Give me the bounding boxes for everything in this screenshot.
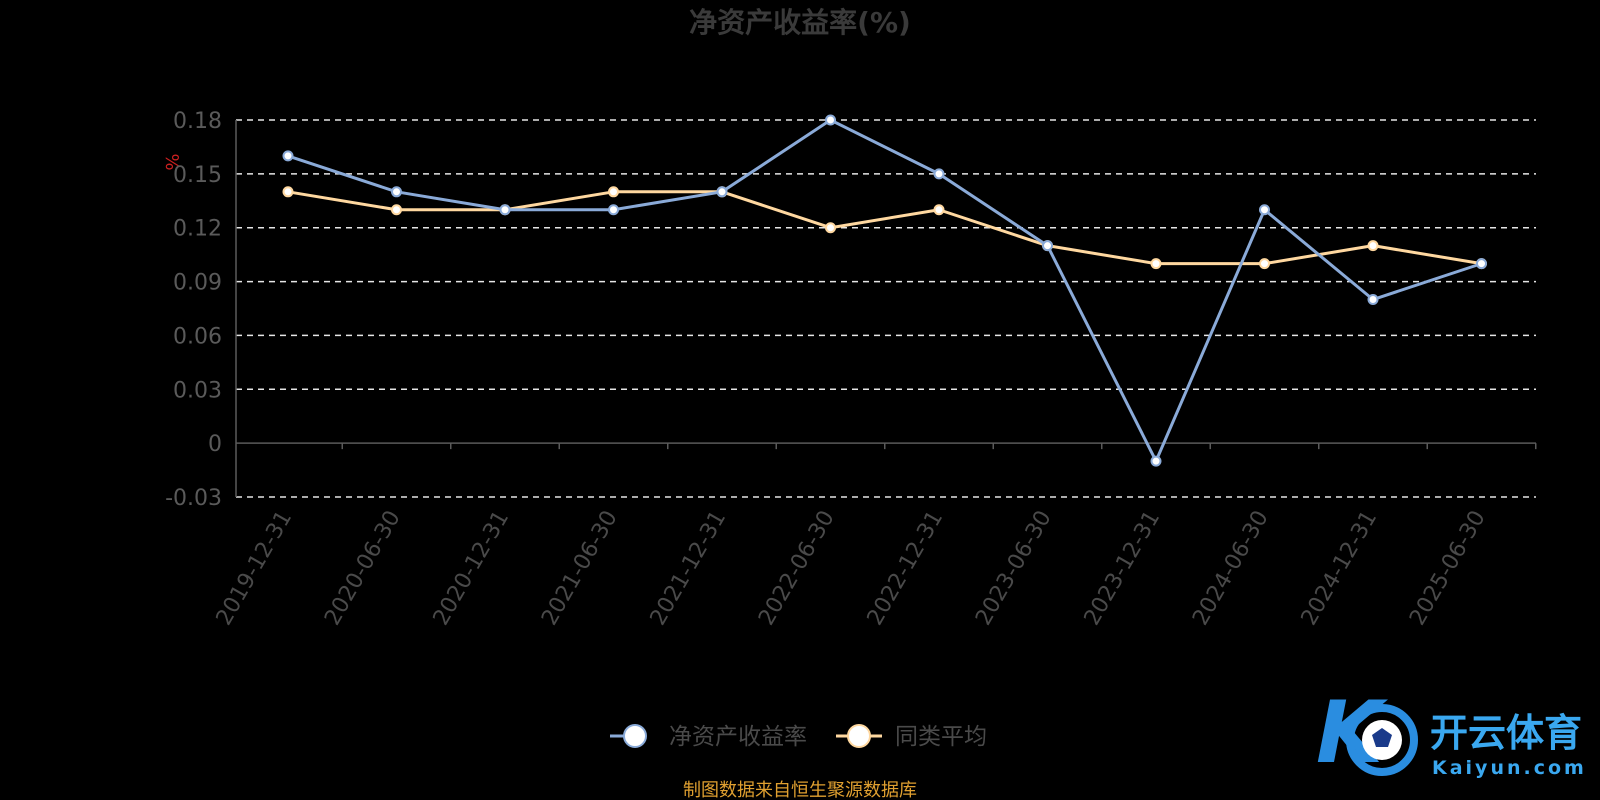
y-tick-label: 0.06 [173,324,222,349]
x-tick-label: 2022-12-31 [863,507,949,630]
x-tick-label: 2023-12-31 [1080,507,1166,630]
legend-peer-marker [847,724,871,748]
x-tick-label: 2020-12-31 [429,507,515,630]
series-line [287,190,1482,266]
x-tick-label: 2019-12-31 [212,507,298,630]
x-tick-labels: 2019-12-31 2020-06-30 2020-12-31 2021-06-30… [212,507,1491,630]
data-source-note: 制图数据来自恒生聚源数据库 [683,780,917,800]
legend-roe-label: 净资产收益率 [669,724,807,750]
data-point[interactable] [499,204,511,216]
legend-roe-marker [623,724,647,748]
y-tick-label: 0 [208,432,222,457]
data-point[interactable] [282,150,294,162]
x-tick-label: 2022-06-30 [754,507,840,630]
data-point[interactable] [1259,258,1270,270]
series-lines [282,114,1487,467]
x-tick-label: 2025-06-30 [1405,507,1491,630]
data-point[interactable] [825,222,836,234]
x-tick-label: 2021-06-30 [537,507,623,630]
x-tick-label: 2021-12-31 [646,507,732,630]
legend-item-roe[interactable]: 净资产收益率 [610,724,807,750]
data-point[interactable] [1367,240,1379,252]
data-point[interactable] [825,114,836,126]
kaiyun-logo-icon: K [1316,683,1418,783]
y-tick-label: -0.03 [165,486,222,511]
x-tick-label: 2020-06-30 [320,507,406,630]
series-0 [282,114,1487,467]
y-tick-label: 0.12 [173,217,222,242]
axes [235,120,1537,497]
data-point[interactable] [282,186,294,198]
watermark-brand-en: Kaiyun.com [1432,757,1587,779]
y-tick-label: 0.15 [173,163,222,188]
data-point[interactable] [933,168,945,180]
brand-watermark: K 开云体育 Kaiyun.com [1316,683,1587,783]
legend-peer-label: 同类平均 [895,724,987,750]
data-point[interactable] [1042,240,1053,252]
data-point[interactable] [391,186,402,198]
data-point[interactable] [933,204,945,216]
series-line [287,118,1482,463]
x-tick-label: 2024-12-31 [1297,507,1383,630]
x-tick-label: 2024-06-30 [1188,507,1274,630]
y-axis-unit-label: % [161,153,182,170]
grid-lines [236,119,1536,498]
data-point[interactable] [1476,258,1487,270]
data-point[interactable] [391,204,402,216]
y-tick-label: 0.18 [173,109,222,134]
chart-title: 净资产收益率(%) [689,6,911,39]
y-tick-label: 0.09 [173,271,222,296]
x-tick-label: 2023-06-30 [971,507,1057,630]
data-point[interactable] [1150,455,1162,467]
data-point[interactable] [608,186,619,198]
watermark-brand-cn: 开云体育 [1430,711,1582,755]
data-point[interactable] [1150,258,1162,270]
data-point[interactable] [716,186,728,198]
data-point[interactable] [1259,204,1270,216]
y-tick-labels: 0.18 0.15 0.12 0.09 0.06 0.03 0 -0.03 [165,109,222,511]
legend-item-peer-average[interactable]: 同类平均 [836,724,987,750]
data-point[interactable] [608,204,619,216]
legend[interactable]: 净资产收益率 同类平均 [610,724,987,750]
data-point[interactable] [1367,294,1379,306]
y-tick-label: 0.03 [173,378,222,403]
